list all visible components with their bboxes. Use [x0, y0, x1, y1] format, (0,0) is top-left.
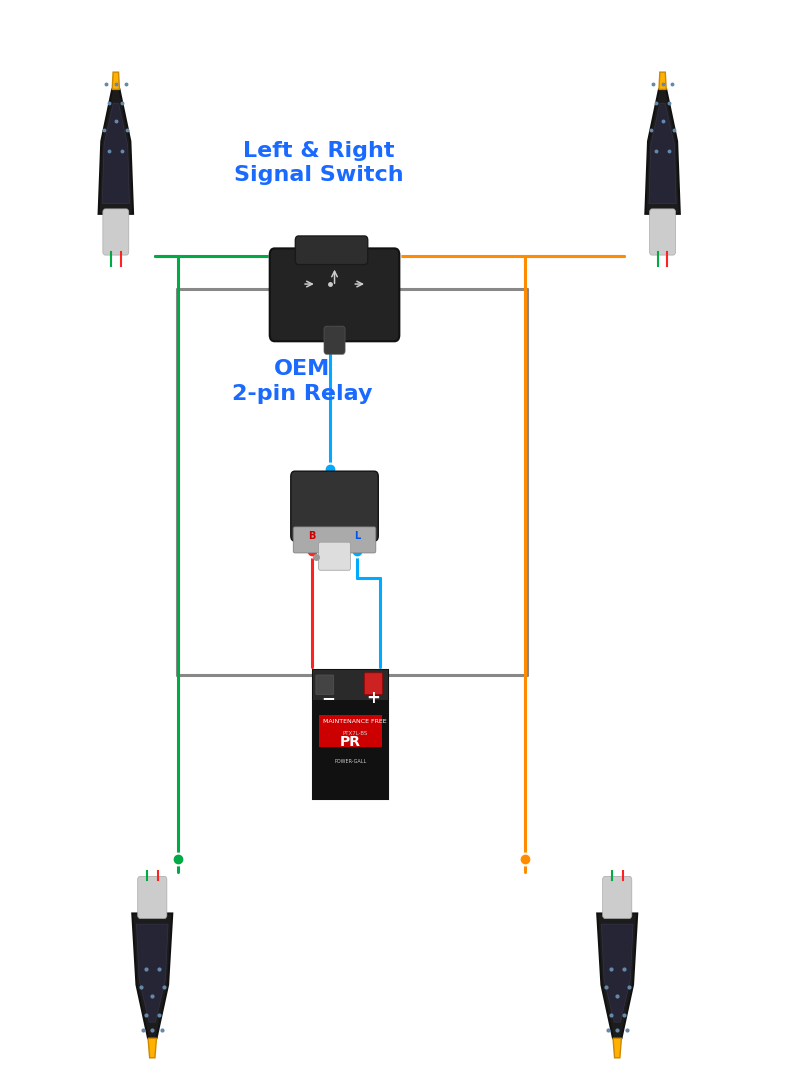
Text: MAINTENANCE FREE: MAINTENANCE FREE — [323, 719, 386, 724]
Text: +: + — [366, 689, 381, 707]
Text: −: − — [321, 689, 335, 707]
FancyBboxPatch shape — [364, 673, 382, 694]
Text: B: B — [309, 530, 316, 541]
FancyBboxPatch shape — [324, 326, 345, 354]
Polygon shape — [613, 1038, 621, 1057]
FancyBboxPatch shape — [293, 527, 376, 553]
Bar — [319, 715, 382, 747]
FancyBboxPatch shape — [316, 675, 334, 694]
FancyBboxPatch shape — [603, 876, 632, 918]
Polygon shape — [649, 104, 676, 203]
Bar — [313, 670, 388, 799]
Polygon shape — [136, 924, 168, 1022]
Text: PTX7L-BS: PTX7L-BS — [342, 730, 368, 735]
Polygon shape — [659, 72, 666, 90]
FancyBboxPatch shape — [296, 237, 368, 265]
FancyBboxPatch shape — [291, 471, 378, 541]
FancyBboxPatch shape — [270, 248, 399, 341]
FancyBboxPatch shape — [318, 542, 351, 570]
FancyBboxPatch shape — [103, 208, 129, 255]
FancyBboxPatch shape — [650, 208, 676, 255]
Polygon shape — [597, 914, 637, 1038]
Polygon shape — [148, 1038, 156, 1057]
Text: POWER-GALL: POWER-GALL — [335, 759, 367, 765]
Text: Left & Right
Signal Switch: Left & Right Signal Switch — [233, 140, 403, 186]
Polygon shape — [132, 914, 173, 1038]
Polygon shape — [646, 90, 680, 214]
Polygon shape — [113, 72, 119, 90]
Polygon shape — [99, 90, 133, 214]
Text: L: L — [354, 530, 360, 541]
Text: OEM
2-pin Relay: OEM 2-pin Relay — [232, 359, 373, 404]
Polygon shape — [102, 104, 130, 203]
Bar — [313, 670, 388, 700]
Polygon shape — [601, 924, 633, 1022]
Text: PR: PR — [340, 735, 361, 750]
FancyBboxPatch shape — [138, 876, 167, 918]
